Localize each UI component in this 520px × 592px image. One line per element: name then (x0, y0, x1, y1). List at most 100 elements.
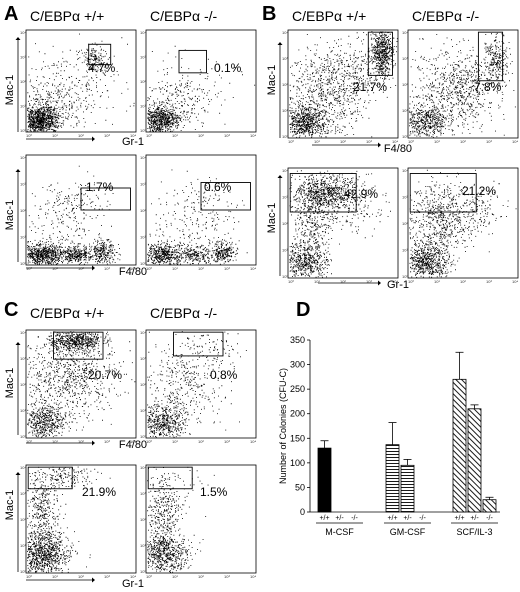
bar-y-tick-label: 200 (290, 409, 305, 419)
panel-a-bottom-wt-y-tick: 10¹ (20, 235, 26, 240)
panel-a-top-ko-gate (178, 49, 207, 74)
panel-a-top-ko-x-tick: 10¹ (172, 133, 178, 138)
bar-genotype-label: +/+ (454, 515, 464, 522)
panel-b-bottom-wt-x-tick: 10⁰ (288, 279, 294, 284)
panel-a-top-wt-y-tick: 10² (20, 79, 26, 84)
axis-arrow-head (15, 169, 21, 172)
panel-a-bottom-wt-y-tick: 10² (20, 208, 26, 213)
panel-c-bottom-wt-y-tick: 10² (20, 517, 26, 522)
panel-a-bottom-wt-percent: 1.7% (86, 180, 114, 194)
panel-b-bottom-wt-x-tick: 10³ (366, 279, 372, 284)
panel-a-bottom-ko-y-tick: 10⁴ (140, 155, 146, 160)
bar (482, 499, 497, 513)
panel-b-top-wt-x-tick: 10⁴ (392, 139, 398, 144)
panel-b-genotype-ko: C/EBPα -/- (412, 8, 480, 24)
panel-c-top-ko-y-tick: 10² (140, 382, 146, 387)
panel-c-bottom-ko-y-tick: 10⁰ (140, 569, 146, 574)
bar-genotype-label: +/- (470, 515, 479, 522)
panel-a-top-ko-x-tick: 10⁴ (250, 133, 256, 138)
panel-b-top-ko-x-tick: 10⁰ (408, 139, 414, 144)
bar (467, 408, 482, 513)
bar-genotype-label: +/- (403, 515, 412, 522)
panel-c-bottom-ko-percent: 1.5% (200, 485, 228, 499)
panel-b-bottom-x-label: Gr-1 (387, 279, 409, 291)
panel-c-bottom-wt-y-tick: 10³ (20, 491, 26, 496)
panel-c-bottom-wt-gate (27, 466, 73, 490)
panel-a-bottom-ko-x-tick: 10⁰ (146, 266, 152, 271)
panel-b-bottom-ko-y-tick: 10⁴ (402, 168, 408, 173)
panel-c-bottom-wt-x-tick: 10¹ (52, 574, 58, 579)
panel-c-bottom-ko-x-tick: 10³ (224, 574, 230, 579)
panel-a-bottom-ko-x-tick: 10³ (224, 266, 230, 271)
panel-c-top-wt-y-tick: 10¹ (20, 408, 26, 413)
panel-a-top-ko-y-tick: 10² (140, 79, 146, 84)
panel-letter-a: A (4, 3, 18, 25)
panel-c-bottom-x-label: Gr-1 (122, 578, 144, 590)
panel-b-top-ko-y-tick: 10¹ (402, 108, 408, 113)
bar-group-label: SCF/IL-3 (456, 527, 492, 537)
panel-a-top-wt-events (27, 33, 135, 132)
axis-arrow-head (92, 440, 95, 446)
panel-a-top-ko-events (147, 45, 256, 132)
panel-c-bottom-wt-y-tick: 10¹ (20, 543, 26, 548)
panel-c-bottom-ko-frame (145, 464, 257, 574)
panel-a-bottom-ko-y-tick: 10⁰ (140, 261, 146, 266)
panel-letter-b: B (262, 3, 276, 25)
panel-a-top-wt-y-tick: 10³ (20, 55, 26, 60)
axis-arrow-head (92, 577, 95, 583)
panel-a-top-wt-x-tick: 10¹ (52, 133, 58, 138)
panel-b-top-wt-gate (367, 31, 393, 76)
panel-a-bottom-x-label: F4/80 (119, 266, 147, 278)
axis-arrow-head (378, 280, 381, 286)
panel-b-bottom-ko-y-tick: 10¹ (402, 248, 408, 253)
panel-c-bottom-ko-x-tick: 10² (198, 574, 204, 579)
panel-a-top-ko-y-tick: 10¹ (140, 104, 146, 109)
panel-c-top-wt-x-tick: 10⁰ (26, 439, 32, 444)
panel-b-bottom-ko-percent: 21.2% (462, 184, 496, 198)
panel-b-top-wt-events (289, 31, 398, 138)
panel-b-top-ko-x-tick: 10² (460, 139, 466, 144)
panel-b-top-wt-x-tick: 10¹ (314, 139, 320, 144)
panel-b-bottom-ko-y-tick: 10³ (402, 195, 408, 200)
panel-c-top-ko-x-tick: 10³ (224, 439, 230, 444)
panel-b-bottom-ko-gate (409, 173, 477, 213)
panel-letter-c: C (4, 299, 18, 321)
panel-c-top-ko-x-tick: 10² (198, 439, 204, 444)
panel-b-bottom-wt-y-tick: 10⁴ (282, 168, 288, 173)
panel-a-bottom-wt-y-tick: 10⁴ (20, 155, 26, 160)
bar-genotype-label: -/- (419, 515, 426, 522)
panel-a-bottom-ko-y-tick: 10³ (140, 182, 146, 187)
panel-c-top-wt-gate (53, 331, 104, 360)
bar-y-tick-label: 0 (300, 507, 305, 517)
panel-c-top-wt-y-tick: 10² (20, 382, 26, 387)
panel-b-top-wt-x-tick: 10² (340, 139, 346, 144)
panel-b-top-wt-x-tick: 10⁰ (288, 139, 294, 144)
panel-b-bottom-ko-events (409, 169, 517, 278)
panel-a-top-wt-y-tick: 10⁴ (20, 30, 26, 35)
panel-c-bottom-wt-y-tick: 10⁴ (20, 465, 26, 470)
panel-c-top-y-label: Mac-1 (4, 368, 16, 399)
panel-c-bottom-wt-percent: 21.9% (82, 485, 116, 499)
panel-a-top-ko-y-tick: 10⁰ (140, 128, 146, 133)
bar (400, 464, 415, 513)
panel-c-bottom-ko-gate (147, 466, 193, 490)
flow-plots: 10⁰10⁰10¹10¹10²10²10³10³10⁴10⁴10⁰10⁰10¹1… (15, 29, 518, 583)
axis-arrow-head (15, 342, 21, 345)
bar-genotype-label: +/+ (319, 515, 329, 522)
panel-b-bottom-wt-percent: 42.9% (344, 187, 378, 201)
panel-b-top-wt-percent: 21.7% (353, 80, 387, 94)
panel-a-bottom-ko-x-tick: 10⁴ (250, 266, 256, 271)
panel-b-bottom-wt-y-tick: 10⁰ (282, 274, 288, 279)
panel-a-bottom-ko-x-tick: 10² (198, 266, 204, 271)
panel-a-bottom-wt-x-tick: 10² (78, 266, 84, 271)
panel-c-bottom-wt-events (27, 466, 111, 573)
panel-c-bottom-wt-x-tick: 10⁰ (26, 574, 32, 579)
panel-a-bottom-ko-y-tick: 10¹ (140, 235, 146, 240)
